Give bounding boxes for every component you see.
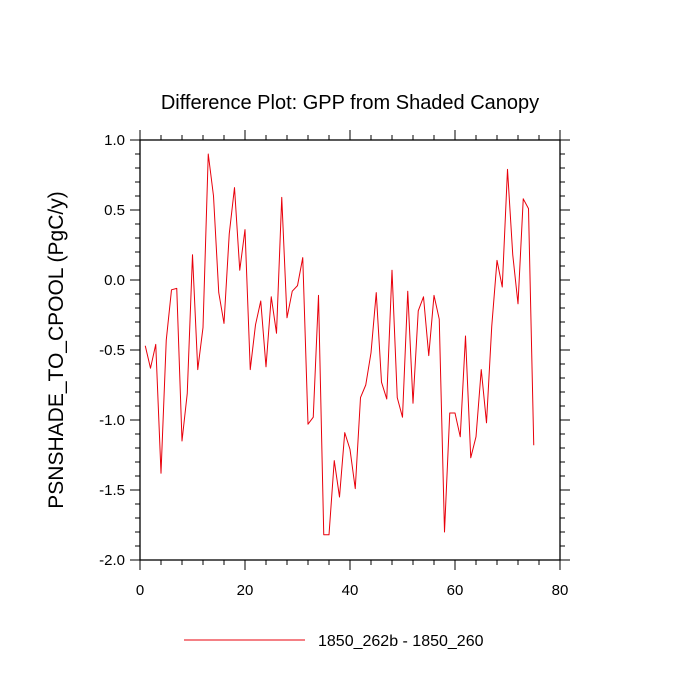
y-tick-label-3: -0.5 — [99, 342, 125, 359]
y-tick-label-4: 0.0 — [104, 272, 125, 289]
x-tick-label-3: 60 — [447, 582, 464, 599]
y-axis-label: PSNSHADE_TO_CPOOL (PgC/y) — [45, 191, 68, 508]
series-layer — [144, 153, 535, 536]
plot-frame — [139, 139, 561, 561]
series-line-0 — [144, 153, 535, 536]
chart-title: Difference Plot: GPP from Shaded Canopy — [161, 92, 539, 114]
major-ticks — [130, 130, 570, 570]
y-tick-label-6: 1.0 — [104, 132, 125, 149]
legend: 1850_262b - 1850_260 — [184, 633, 484, 650]
x-tick-label-0: 0 — [136, 582, 144, 599]
x-tick-label-1: 20 — [237, 582, 254, 599]
legend-label: 1850_262b - 1850_260 — [318, 633, 484, 650]
y-tick-label-5: 0.5 — [104, 202, 125, 219]
x-tick-label-2: 40 — [342, 582, 359, 599]
y-tick-label-0: -2.0 — [99, 552, 125, 569]
tick-labels: 0 20 40 60 80 -2.0 -1.5 -1.0 -0.5 0.0 0.5 1.0 — [99, 132, 568, 599]
x-tick-label-4: 80 — [552, 582, 569, 599]
y-tick-label-1: -1.5 — [99, 482, 125, 499]
minor-ticks — [135, 135, 565, 565]
y-tick-label-2: -1.0 — [99, 412, 125, 429]
